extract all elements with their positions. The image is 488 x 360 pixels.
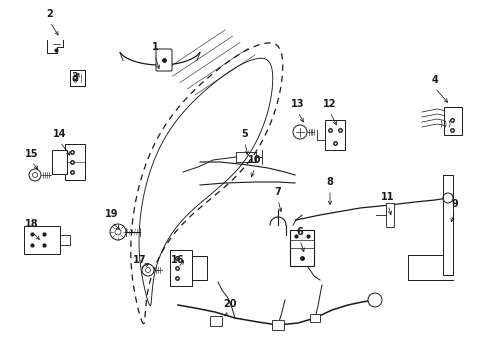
- Text: 2: 2: [46, 9, 53, 19]
- Bar: [209, 316, 222, 326]
- Bar: [192, 256, 206, 280]
- Circle shape: [29, 169, 41, 181]
- Text: 3: 3: [71, 72, 78, 82]
- Text: 9: 9: [451, 199, 457, 209]
- Text: 16: 16: [171, 255, 184, 265]
- Circle shape: [292, 125, 306, 139]
- Bar: [271, 320, 284, 330]
- Text: 14: 14: [53, 129, 67, 139]
- Circle shape: [32, 172, 38, 177]
- Text: 11: 11: [381, 192, 394, 202]
- Bar: [52, 150, 67, 174]
- Circle shape: [367, 293, 381, 307]
- Text: 5: 5: [241, 129, 248, 139]
- Text: 8: 8: [326, 177, 333, 187]
- Text: 12: 12: [323, 99, 336, 109]
- Bar: [443, 107, 461, 135]
- Text: 19: 19: [105, 209, 119, 219]
- Text: 13: 13: [291, 99, 304, 109]
- FancyBboxPatch shape: [289, 230, 313, 266]
- Text: 7: 7: [274, 187, 281, 197]
- Bar: [170, 250, 192, 286]
- Text: 6: 6: [296, 227, 303, 237]
- Circle shape: [442, 193, 452, 203]
- Text: 20: 20: [223, 299, 236, 309]
- Bar: [24, 226, 60, 254]
- Text: 17: 17: [133, 255, 146, 265]
- Text: 10: 10: [248, 155, 261, 165]
- Circle shape: [115, 229, 121, 235]
- FancyBboxPatch shape: [156, 49, 172, 71]
- Bar: [309, 314, 319, 322]
- Text: 18: 18: [25, 219, 39, 229]
- Text: 4: 4: [431, 75, 437, 85]
- Bar: [385, 203, 393, 227]
- Text: 15: 15: [25, 149, 39, 159]
- Bar: [325, 120, 345, 150]
- Bar: [65, 144, 85, 180]
- Circle shape: [145, 267, 150, 273]
- Circle shape: [110, 224, 126, 240]
- Circle shape: [142, 264, 154, 276]
- Text: 1: 1: [151, 42, 158, 52]
